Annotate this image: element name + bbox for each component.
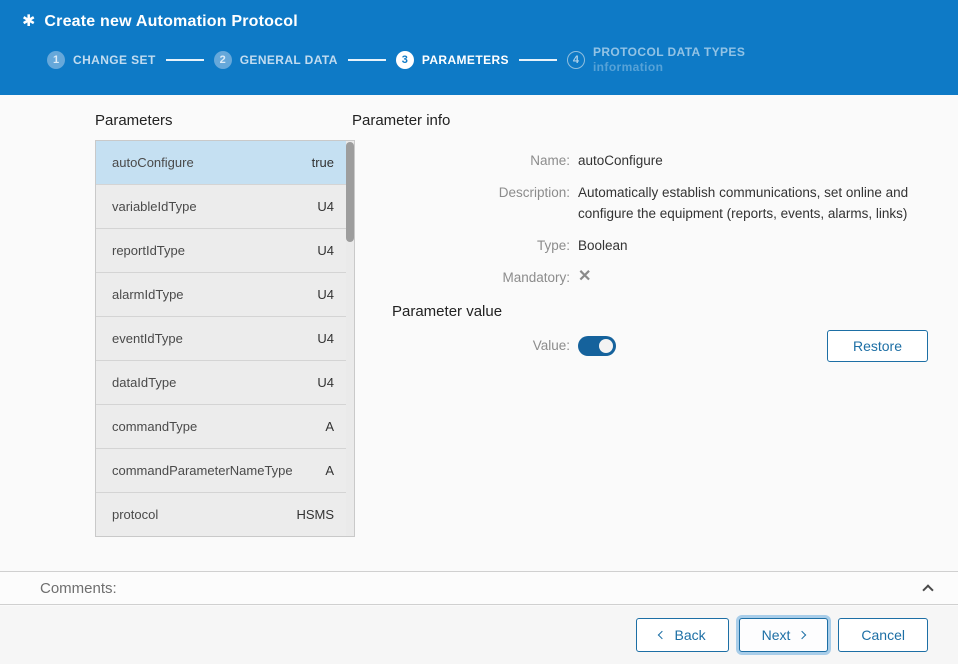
- back-button-label: Back: [674, 627, 706, 643]
- parameter-name: alarmIdType: [112, 287, 184, 302]
- wizard-step-1[interactable]: 1 CHANGE SET: [47, 51, 156, 69]
- parameter-value: HSMS: [296, 507, 334, 522]
- parameter-list-item[interactable]: commandType A: [96, 405, 354, 449]
- parameter-list-item[interactable]: eventIdType U4: [96, 317, 354, 361]
- step-number-badge: 1: [47, 51, 65, 69]
- step-connector: [347, 59, 386, 61]
- parameter-list-item[interactable]: variableIdType U4: [96, 185, 354, 229]
- restore-button[interactable]: Restore: [826, 329, 928, 362]
- back-button[interactable]: Back: [636, 618, 729, 652]
- info-field-label: Name:: [530, 153, 570, 168]
- cancel-button[interactable]: Cancel: [838, 618, 928, 652]
- parameter-name: commandType: [112, 419, 198, 434]
- comments-bar: Comments:: [0, 571, 958, 605]
- next-button-label: Next: [761, 627, 791, 643]
- info-field-row: Type: Boolean: [352, 236, 928, 257]
- list-scrollbar-thumb[interactable]: [346, 142, 354, 242]
- collapse-chevron-up-icon[interactable]: [922, 584, 934, 596]
- parameter-list-item[interactable]: autoConfigure true: [96, 141, 354, 185]
- comments-label: Comments:: [40, 579, 117, 597]
- parameter-name: commandParameterNameType: [112, 463, 293, 478]
- parameter-value-heading: Parameter value: [392, 302, 503, 320]
- parameter-value: U4: [317, 375, 334, 390]
- info-field-row: Description: Automatically establish comm…: [352, 183, 928, 225]
- chevron-left-icon: [658, 630, 667, 640]
- parameter-list-item[interactable]: dataIdType U4: [96, 361, 354, 405]
- parameter-name: variableIdType: [112, 199, 197, 214]
- info-field-label: Mandatory:: [502, 269, 570, 285]
- parameter-value-row: Value: Restore: [352, 329, 928, 362]
- wizard-step-2[interactable]: 2 GENERAL DATA: [213, 51, 338, 69]
- parameter-list-item[interactable]: reportIdType U4: [96, 229, 354, 273]
- parameters-list-rows: autoConfigure true variableIdType U4 reportI…: [96, 141, 354, 536]
- chevron-right-icon: [798, 630, 807, 640]
- dialog-title: Create new Automation Protocol: [44, 13, 298, 30]
- step-sublabel: information: [592, 60, 664, 74]
- list-scrollbar[interactable]: [346, 141, 354, 536]
- parameters-list: autoConfigure true variableIdType U4 reportI…: [95, 140, 355, 537]
- dialog-title-row: ✱ Create new Automation Protocol: [0, 0, 958, 31]
- parameter-value: A: [325, 463, 334, 478]
- next-button[interactable]: Next: [738, 618, 829, 652]
- info-field-row: Mandatory: ✕: [352, 268, 928, 289]
- parameter-info-fields: Name: autoConfigure Description: Automatica…: [352, 151, 928, 289]
- step-number-badge: 4: [566, 51, 585, 69]
- parameter-list-item[interactable]: protocol HSMS: [96, 493, 354, 536]
- parameter-value: U4: [317, 331, 334, 346]
- info-field-label: Type:: [536, 237, 570, 253]
- step-connector: [165, 59, 204, 61]
- toggle-knob-icon: [599, 339, 613, 354]
- parameter-value: true: [311, 155, 334, 170]
- step-label: PARAMETERS: [421, 52, 509, 67]
- parameter-value: U4: [317, 199, 334, 214]
- step-connector: [518, 59, 557, 61]
- step-number-badge: 3: [395, 51, 414, 69]
- wizard-step-3[interactable]: 3 PARAMETERS: [395, 51, 509, 69]
- wizard-steps: 1 CHANGE SET 2 GENERAL DATA 3 PARAMETERS 4 PROT…: [47, 45, 958, 75]
- step-label: PROTOCOL DATA TYPES information: [592, 45, 746, 74]
- value-label: Value:: [532, 337, 570, 353]
- step-label: CHANGE SET: [73, 52, 156, 67]
- parameter-name: reportIdType: [112, 243, 185, 258]
- parameter-name: dataIdType: [112, 375, 177, 390]
- parameter-name: autoConfigure: [112, 155, 194, 170]
- parameter-value: U4: [317, 287, 334, 302]
- info-field-value: Boolean: [578, 237, 628, 253]
- wizard-header: ✱ Create new Automation Protocol 1 CHANGE…: [0, 0, 958, 95]
- asterisk-icon: ✱: [22, 13, 36, 30]
- info-field-value: Automatically establish communications, …: [578, 184, 909, 221]
- parameter-list-item[interactable]: commandParameterNameType A: [96, 449, 354, 493]
- parameter-name: protocol: [112, 507, 159, 522]
- parameter-name: eventIdType: [112, 331, 183, 346]
- info-field-row: Name: autoConfigure: [352, 151, 928, 172]
- footer-button-bar: Back Next Cancel: [0, 606, 958, 664]
- parameter-info-panel: Parameter info Name: autoConfigure Descrip…: [352, 112, 928, 362]
- step-number-badge: 2: [213, 51, 232, 69]
- parameter-list-item[interactable]: alarmIdType U4: [96, 273, 354, 317]
- not-mandatory-x-icon: ✕: [578, 267, 592, 285]
- info-field-label: Description:: [498, 184, 570, 200]
- step-label: GENERAL DATA: [239, 52, 338, 67]
- info-field-value: autoConfigure: [578, 153, 663, 168]
- parameter-value: A: [325, 419, 334, 434]
- wizard-step-4[interactable]: 4 PROTOCOL DATA TYPES information: [566, 45, 746, 75]
- parameters-heading: Parameters: [95, 112, 173, 129]
- parameter-value: U4: [317, 243, 334, 258]
- value-toggle[interactable]: [578, 336, 616, 357]
- parameter-info-heading: Parameter info: [352, 112, 451, 129]
